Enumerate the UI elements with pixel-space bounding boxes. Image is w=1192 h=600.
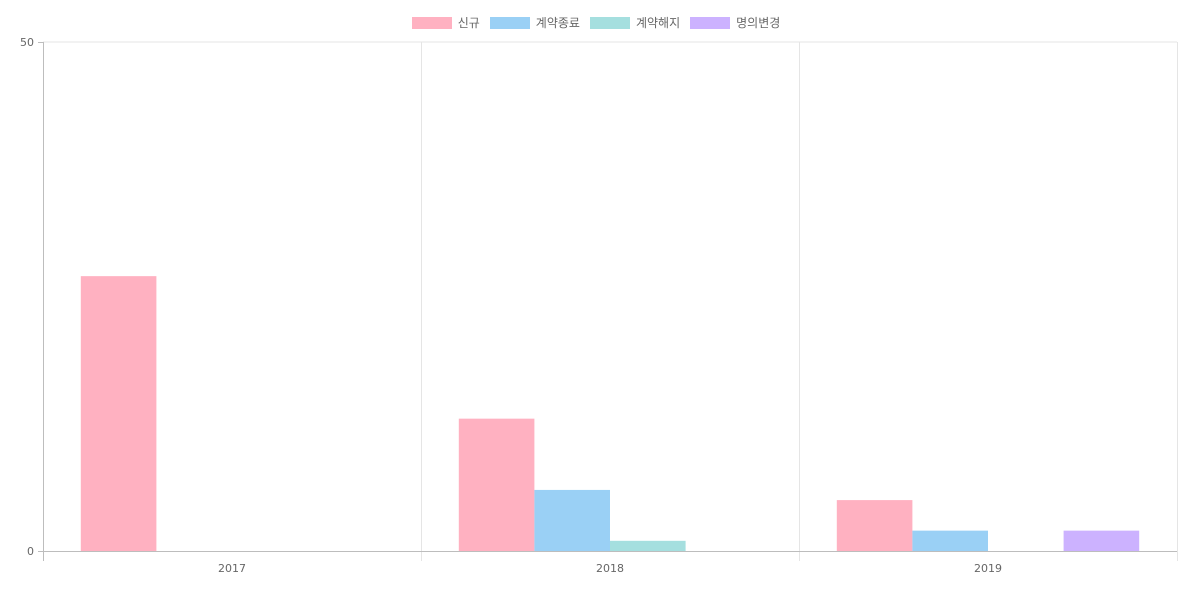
bar-2018-series-1 (534, 489, 610, 551)
x-tick-label-2017: 2017 (218, 562, 246, 575)
bar-2019-series-1 (912, 530, 988, 551)
legend-label-series-1: 계약종료 (535, 16, 580, 30)
legend-label-series-3: 명의변경 (736, 16, 781, 30)
legend-item-series-1[interactable]: 계약종료 (489, 14, 580, 31)
legend-label-series-0: 신규 (457, 16, 480, 30)
legend-item-series-2[interactable]: 계약해지 (589, 14, 681, 31)
bar-2018-series-0 (458, 418, 535, 551)
legend-item-series-3[interactable]: 명의변경 (690, 14, 780, 31)
legend-swatch-series-1 (489, 16, 530, 29)
x-tick-label-2019: 2019 (974, 562, 1002, 575)
y-tick-label-1: 50 (20, 36, 34, 49)
legend-label-series-2: 계약해지 (635, 16, 681, 30)
bar-2018-series-2 (610, 540, 686, 551)
legend-swatch-series-3 (690, 16, 731, 29)
y-tick-label-0: 0 (27, 545, 34, 558)
x-tick-label-2018: 2018 (596, 562, 624, 575)
bar-2019-series-3 (1063, 530, 1140, 551)
chart-legend: 신규 계약종료 계약해지 명의변경 (0, 14, 1192, 31)
bar-2017-series-0 (80, 276, 157, 551)
legend-swatch-series-0 (411, 16, 452, 29)
legend-item-series-0[interactable]: 신규 (411, 14, 480, 31)
legend-swatch-series-2 (589, 16, 630, 29)
bar-2019-series-0 (836, 500, 913, 551)
